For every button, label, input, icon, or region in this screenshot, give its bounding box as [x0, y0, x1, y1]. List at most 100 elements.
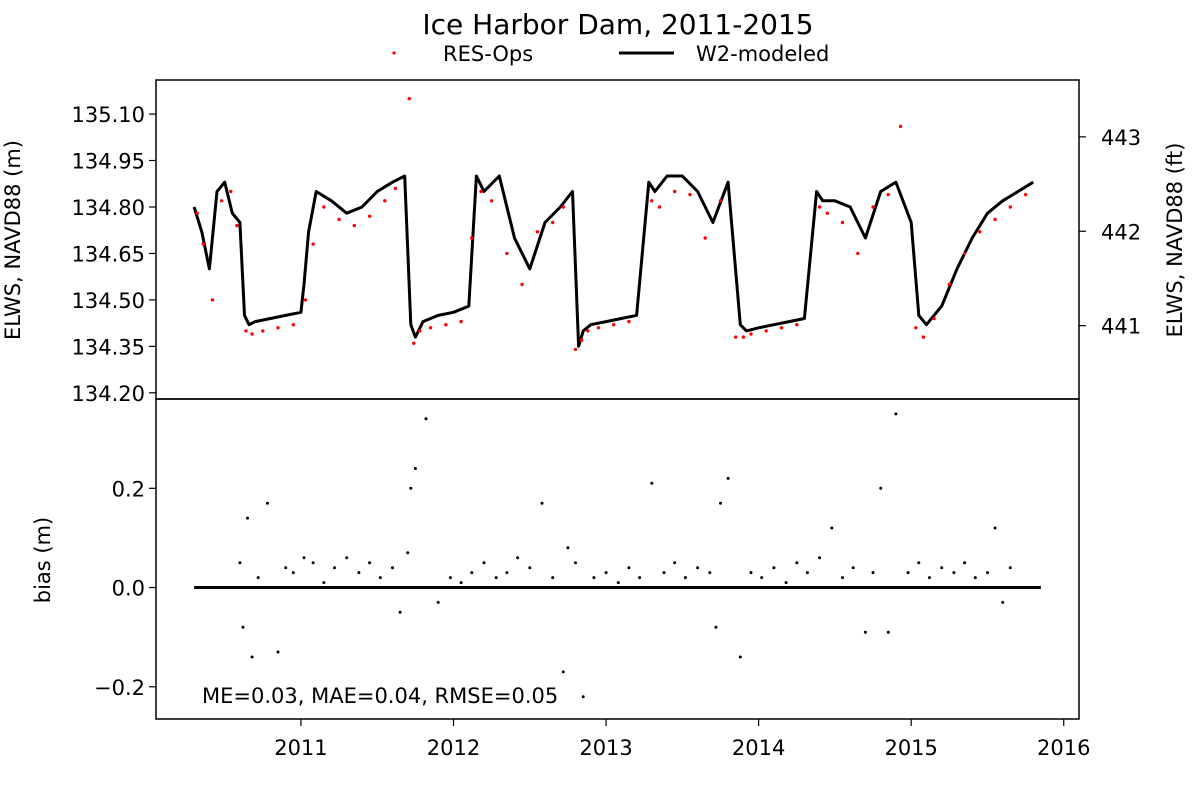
bottom-ytick-label: −0.2 — [94, 676, 145, 700]
res-ops-point — [673, 189, 677, 194]
bias-point — [378, 576, 382, 580]
xtick-label: 2013 — [579, 736, 632, 760]
bias-point — [561, 670, 565, 674]
bias-point — [284, 566, 288, 570]
bias-point — [784, 581, 788, 585]
bias-point — [291, 571, 295, 575]
res-ops-point — [932, 316, 936, 321]
bias-point — [627, 566, 631, 570]
bias-point — [436, 600, 440, 604]
bias-point — [413, 467, 417, 470]
res-ops-point — [914, 326, 918, 330]
bias-point — [719, 501, 722, 505]
res-ops-point — [210, 298, 215, 302]
res-ops-point — [352, 223, 356, 228]
res-ops-point — [535, 230, 540, 234]
bias-point — [406, 551, 410, 555]
bias-point — [604, 571, 608, 575]
top-ytick-label: 134.50 — [72, 289, 145, 313]
res-ops-point — [886, 192, 890, 197]
bias-point — [265, 501, 269, 505]
res-ops-point — [261, 329, 265, 333]
bias-point — [528, 566, 532, 570]
bias-point — [494, 576, 498, 580]
res-ops-point — [250, 332, 254, 336]
res-ops-point — [688, 192, 692, 197]
res-ops-point — [962, 251, 967, 256]
bias-point — [574, 561, 577, 565]
res-ops-point — [520, 282, 524, 287]
bias-point — [708, 571, 712, 575]
bias-point — [863, 630, 867, 634]
res-ops-point — [219, 199, 224, 203]
bias-point — [749, 571, 753, 575]
res-ops-point — [561, 205, 565, 209]
res-ops-point — [596, 326, 601, 330]
bias-point — [398, 610, 402, 614]
bias-point — [540, 501, 544, 505]
xtick-label: 2011 — [274, 736, 327, 760]
res-ops-point — [470, 236, 474, 240]
bias-point — [906, 571, 910, 575]
res-ops-point — [817, 205, 822, 209]
bias-point — [238, 561, 242, 565]
bias-point — [830, 526, 834, 530]
bias-point — [333, 566, 336, 570]
bias-point — [683, 576, 687, 580]
res-ops-point — [459, 319, 463, 324]
legend: RES-Ops W2-modeled — [392, 42, 829, 66]
res-ops-point — [444, 323, 448, 327]
bias-point — [993, 526, 997, 530]
top-right-ylabel: ELWS, NAVD88 (ft) — [1163, 143, 1187, 338]
bias-point — [986, 571, 989, 575]
bias-point — [973, 576, 977, 580]
res-ops-point — [703, 236, 707, 240]
top-right-ytick-label: 443 — [1101, 126, 1141, 150]
res-ops-point — [627, 319, 631, 324]
res-ops-point — [244, 329, 248, 333]
bottom-ytick-label: 0.0 — [112, 577, 145, 601]
bias-point — [551, 576, 555, 580]
bias-point — [409, 486, 413, 490]
bias-point — [818, 556, 822, 560]
bias-point — [311, 561, 315, 565]
res-ops-point — [195, 211, 199, 215]
res-ops-point — [734, 335, 738, 339]
bias-point — [760, 576, 764, 580]
res-ops-point — [993, 217, 997, 222]
bias-point — [357, 571, 361, 575]
bias-point — [879, 486, 883, 490]
top-right-ytick-label: 441 — [1101, 315, 1141, 339]
res-ops-point — [856, 251, 860, 256]
top-y-axis: 134.20 134.35 134.50 134.65 134.80 134.95 135.… — [72, 103, 156, 406]
bias-point — [459, 581, 463, 585]
bias-point — [302, 556, 306, 560]
res-ops-point — [871, 205, 875, 209]
bias-point — [250, 655, 254, 659]
bias-point — [726, 476, 730, 480]
res-ops-point — [505, 251, 509, 256]
bottom-ylabel: bias (m) — [31, 517, 55, 604]
res-ops-point — [418, 329, 422, 333]
res-ops-point — [978, 230, 982, 234]
res-ops-point — [235, 223, 239, 228]
res-ops-point — [1023, 192, 1028, 197]
legend-label-w2-modeled: W2-modeled — [696, 42, 829, 66]
bias-point — [1008, 566, 1012, 570]
top-series-layer — [192, 96, 1034, 352]
res-ops-point — [573, 347, 578, 352]
res-ops-point — [947, 282, 951, 287]
bottom-ytick-label: 0.2 — [112, 477, 145, 501]
bias-point — [246, 516, 249, 520]
res-ops-point — [311, 242, 315, 246]
bias-point — [638, 576, 642, 580]
bias-point — [241, 625, 245, 629]
bias-point — [963, 561, 967, 565]
legend-marker-res-ops — [392, 51, 396, 55]
bias-point — [650, 481, 654, 485]
res-ops-point — [657, 205, 662, 209]
top-panel-frame — [155, 79, 1080, 400]
bias-point — [795, 561, 799, 565]
res-ops-point — [303, 298, 308, 302]
